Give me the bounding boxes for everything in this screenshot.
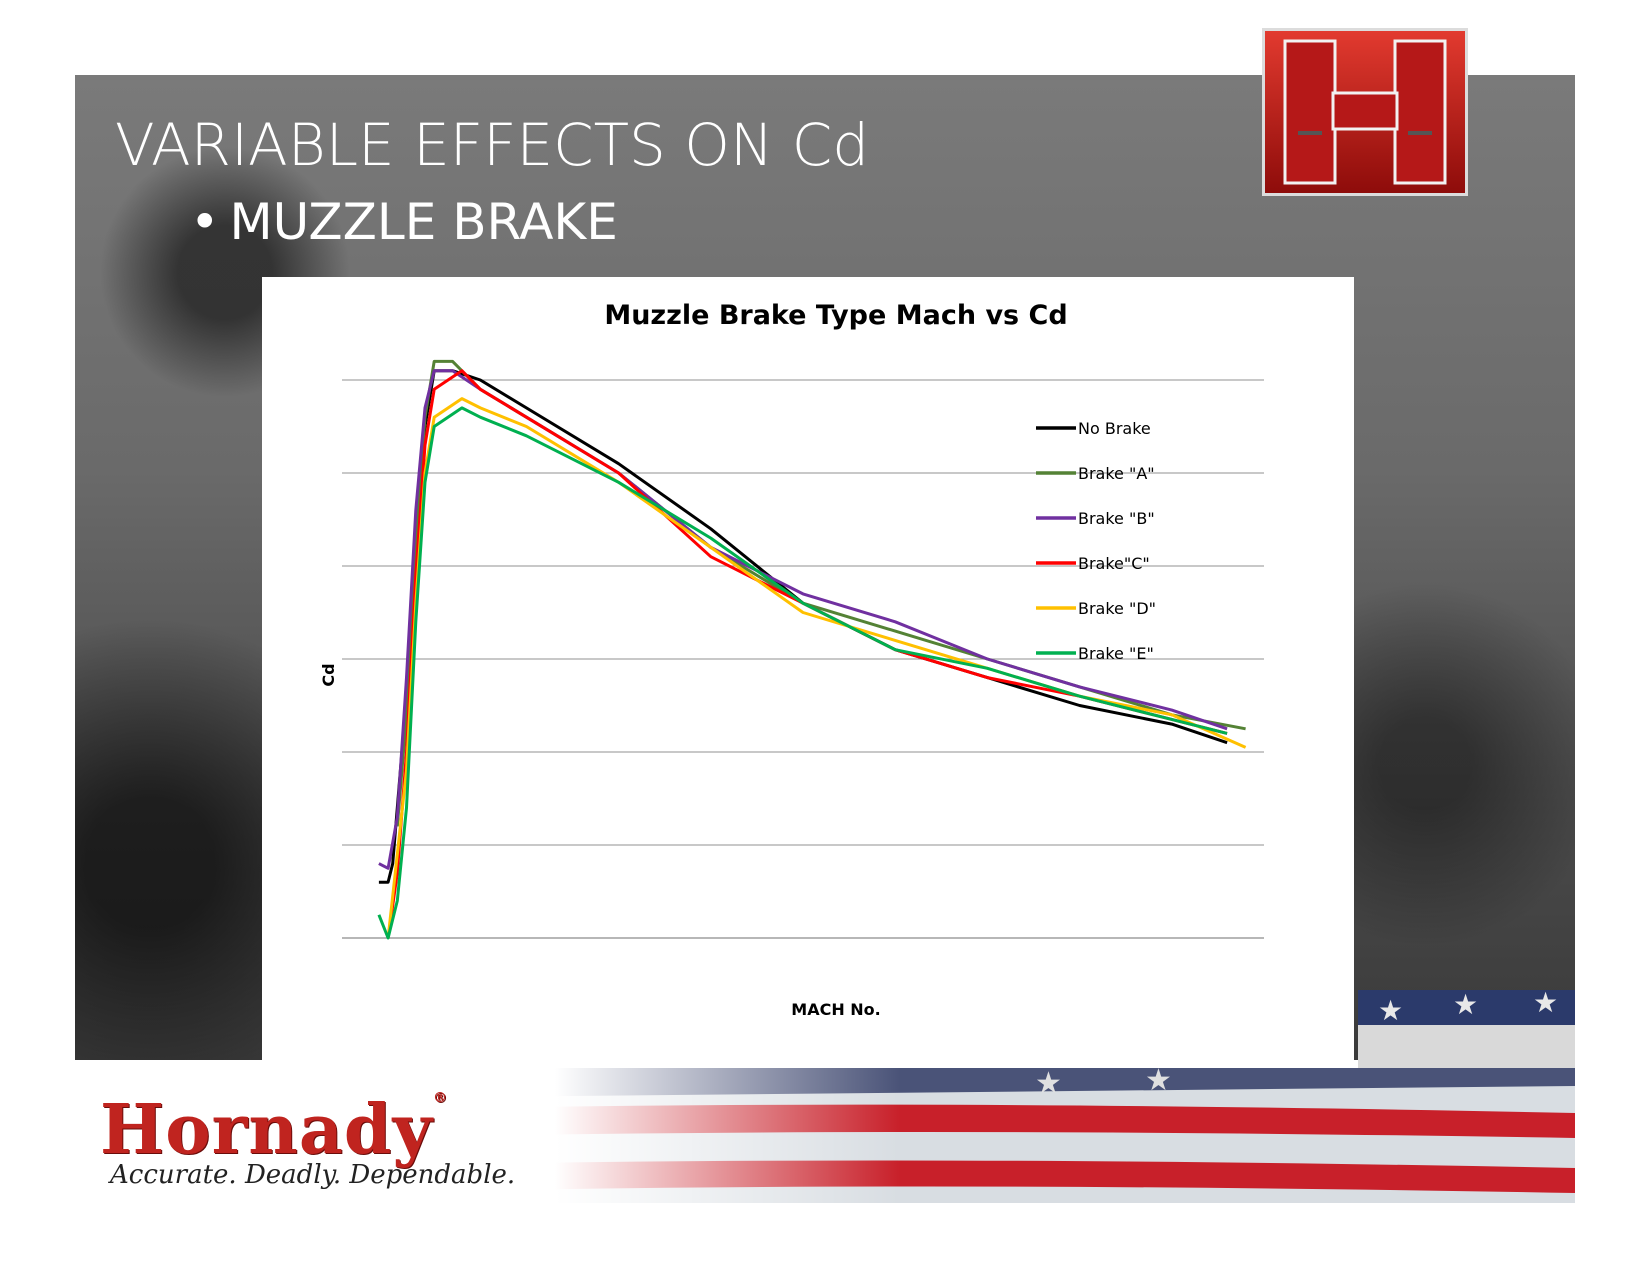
- svg-text:★: ★: [1533, 990, 1558, 1019]
- svg-text:★: ★: [1378, 994, 1403, 1027]
- hornady-h-logo: [1262, 28, 1468, 196]
- x-axis-label: MACH No.: [791, 1000, 880, 1019]
- flag-corner: ★ ★ ★: [1358, 990, 1575, 1068]
- svg-text:★: ★: [1453, 990, 1478, 1021]
- legend-label-3: Brake"C": [1078, 554, 1150, 573]
- y-axis-label: Cd: [319, 663, 338, 686]
- series-line-2: [378, 369, 1228, 870]
- slide-title: VARIABLE EFFECTS ON Cd: [115, 111, 870, 179]
- line-chart: Muzzle Brake Type Mach vs Cd MACH No. Cd…: [319, 300, 1264, 1019]
- registered-mark: ®: [433, 1090, 448, 1106]
- legend-label-2: Brake "B": [1078, 509, 1155, 528]
- legend-label-0: No Brake: [1078, 419, 1151, 438]
- brand-tagline: Accurate. Deadly. Dependable.: [110, 1160, 516, 1190]
- bullet-text: MUZZLE BRAKE: [229, 193, 618, 251]
- footer-flag-banner: ★ ★: [75, 1068, 1575, 1203]
- legend: No Brake Brake "A" Brake "B" Brake"C" Brake …: [1036, 419, 1156, 663]
- hornady-brand-logo: Hornady®: [100, 1090, 448, 1170]
- slide-bullet: • MUZZLE BRAKE: [190, 193, 618, 251]
- h-logo-mark: [1265, 31, 1465, 193]
- legend-label-4: Brake "D": [1078, 599, 1156, 618]
- legend-label-5: Brake "E": [1078, 644, 1154, 663]
- brand-text: Hornady: [100, 1090, 433, 1170]
- plot-lines: [377, 359, 1247, 940]
- series-line-5: [377, 406, 1228, 940]
- bullet-dot: •: [190, 193, 220, 251]
- chart-title: Muzzle Brake Type Mach vs Cd: [604, 300, 1067, 331]
- gridlines: [342, 379, 1264, 939]
- legend-label-1: Brake "A": [1078, 464, 1155, 483]
- series-line-0: [378, 369, 1228, 884]
- chart-panel: Muzzle Brake Type Mach vs Cd MACH No. Cd…: [262, 277, 1354, 1067]
